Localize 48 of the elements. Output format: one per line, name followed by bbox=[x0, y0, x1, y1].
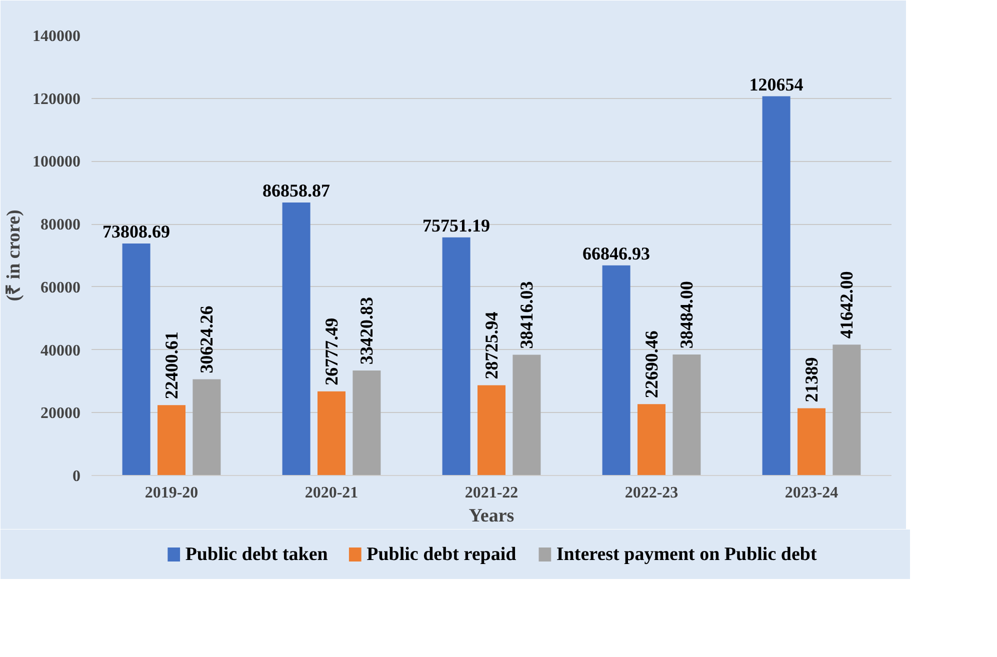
bar bbox=[832, 344, 861, 476]
y-tick-label: 140000 bbox=[32, 28, 80, 45]
data-label: 22400.61 bbox=[162, 332, 182, 400]
x-tick-label: 2022-23 bbox=[624, 484, 678, 502]
data-label: 38484.00 bbox=[676, 281, 697, 349]
data-label: 26777.49 bbox=[322, 318, 342, 386]
bar bbox=[318, 391, 346, 476]
bar bbox=[352, 370, 381, 476]
bar bbox=[282, 202, 310, 476]
x-tick-label: 2023-24 bbox=[784, 484, 838, 502]
data-label: 28725.94 bbox=[482, 312, 502, 380]
x-tick-label: 2020-21 bbox=[304, 484, 358, 502]
data-label: 38416.03 bbox=[516, 281, 537, 349]
data-label: 86858.87 bbox=[262, 180, 330, 201]
y-axis-title: (₹ in crore) bbox=[4, 210, 24, 302]
data-label: 75751.19 bbox=[422, 215, 490, 236]
y-tick-label: 20000 bbox=[40, 405, 80, 422]
data-label: 66846.93 bbox=[582, 243, 650, 264]
legend-label: Public debt taken bbox=[185, 544, 328, 565]
bar bbox=[512, 354, 541, 476]
x-tick-label: 2019-20 bbox=[144, 484, 198, 502]
bar bbox=[602, 265, 630, 476]
y-tick-label: 120000 bbox=[32, 90, 80, 108]
legend-label: Interest payment on Public debt bbox=[556, 544, 818, 565]
bar bbox=[798, 408, 826, 476]
bar bbox=[442, 237, 470, 476]
y-tick-label: 100000 bbox=[32, 154, 80, 171]
data-label: 21389 bbox=[802, 357, 822, 402]
bar bbox=[672, 354, 701, 476]
bar bbox=[192, 379, 221, 476]
data-label: 33420.83 bbox=[356, 296, 377, 364]
bar bbox=[762, 96, 790, 476]
bar bbox=[638, 404, 666, 476]
bar bbox=[158, 405, 186, 476]
y-tick-label: 40000 bbox=[40, 342, 80, 360]
legend-label: Public debt repaid bbox=[366, 544, 517, 565]
data-label: 73808.69 bbox=[102, 222, 170, 242]
data-label: 120654 bbox=[749, 74, 804, 94]
x-tick-label: 2021-22 bbox=[464, 484, 518, 502]
y-tick-label: 0 bbox=[72, 468, 80, 485]
data-label: 30624.26 bbox=[196, 306, 217, 374]
data-label: 22690.46 bbox=[642, 330, 662, 398]
bar bbox=[478, 385, 506, 476]
y-tick-label: 80000 bbox=[40, 216, 80, 234]
x-axis-title: Years bbox=[468, 506, 514, 526]
data-label: 41642.00 bbox=[836, 271, 857, 339]
bar bbox=[122, 244, 150, 476]
y-tick-label: 60000 bbox=[40, 279, 80, 296]
